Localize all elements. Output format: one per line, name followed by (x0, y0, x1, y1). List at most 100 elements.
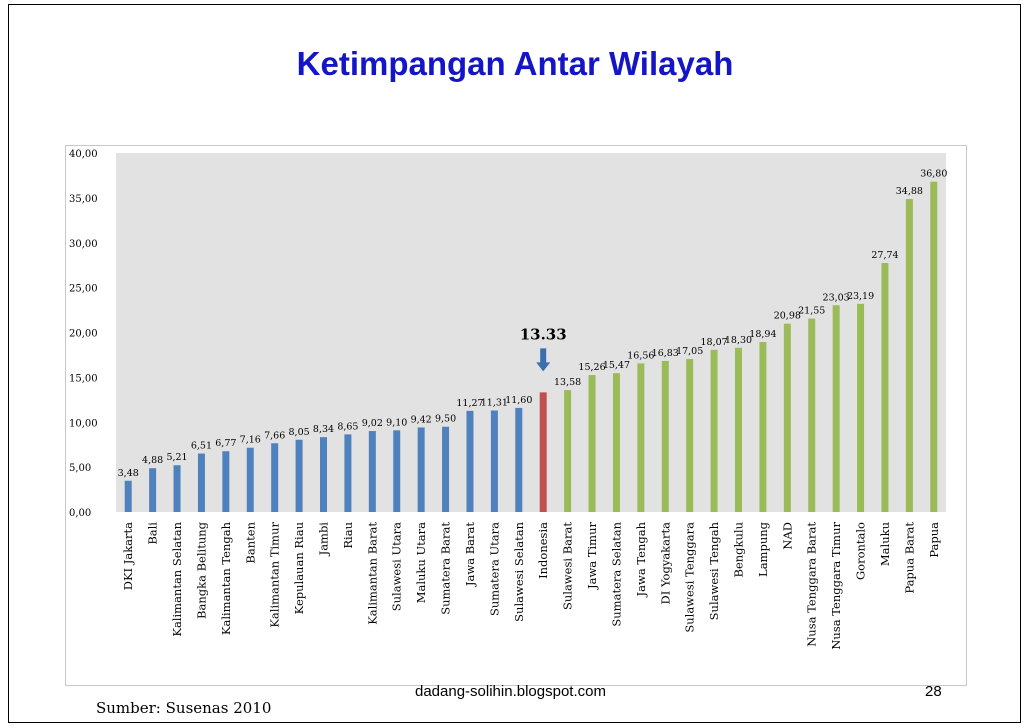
bar (320, 437, 327, 512)
x-tick-label: Bengkulu (732, 522, 746, 577)
bar (417, 427, 425, 512)
value-label: 9,50 (435, 414, 456, 425)
bar (271, 443, 279, 512)
value-label: 11,60 (505, 395, 532, 406)
x-tick-label: Nusa Tenggara Barat (805, 522, 819, 647)
y-tick-label: 40,00 (69, 149, 98, 160)
y-tick-label: 15,00 (69, 373, 98, 384)
x-tick-label: Indonesia (536, 522, 550, 579)
value-label: 9,42 (411, 414, 432, 425)
y-tick-label: 30,00 (69, 239, 98, 250)
value-label: 8,65 (337, 421, 358, 432)
x-tick-label: Kepulauan Riau (292, 522, 306, 614)
x-tick-label: Kalimantan Tengah (219, 521, 233, 635)
value-label: 4,88 (142, 455, 163, 466)
value-label: 3,48 (118, 468, 139, 479)
value-label: 7,16 (240, 435, 261, 446)
value-label: 21,55 (798, 306, 825, 317)
x-tick-label: Bangka Belitung (194, 521, 208, 619)
value-label: 9,10 (386, 417, 407, 428)
bar (735, 347, 742, 512)
bar (564, 390, 572, 512)
value-label: 11,31 (481, 397, 508, 408)
bar (783, 323, 791, 512)
x-tick-label: DI Yogyakarta (658, 522, 672, 605)
x-tick-label: Kalimantan Barat (365, 522, 379, 625)
slide-title: Ketimpangan Antar Wilayah (296, 45, 734, 82)
bar (905, 198, 913, 512)
x-tick-label: Banten (243, 521, 257, 563)
bar (173, 465, 181, 512)
value-label: 17,05 (676, 346, 703, 357)
y-tick-label: 20,00 (69, 329, 98, 340)
bar (197, 453, 205, 512)
bar (808, 318, 816, 512)
bar (710, 349, 718, 512)
source-note: Sumber: Susenas 2010 (96, 699, 272, 717)
x-tick-label: Jambi (317, 522, 331, 557)
bar (246, 447, 254, 512)
value-label: 27,74 (871, 250, 898, 261)
bar (832, 305, 840, 512)
bar (930, 181, 938, 512)
x-tick-label: Kalimantan Timur (268, 522, 282, 628)
value-label: 23,03 (823, 292, 850, 303)
x-tick-label: Jawa Barat (463, 522, 477, 587)
bar (490, 410, 498, 512)
x-tick-label: Sumatera Utara (487, 522, 501, 616)
value-label: 11,27 (456, 398, 483, 409)
y-tick-label: 35,00 (69, 194, 98, 205)
y-tick-label: 10,00 (69, 418, 98, 429)
value-label: 13,58 (554, 377, 581, 388)
bar (149, 468, 157, 512)
x-tick-label: Jawa Tengah (634, 521, 648, 597)
bar (466, 410, 474, 512)
x-tick-label: Sulawesi Tenggara (683, 522, 697, 633)
down-arrow-icon (536, 348, 551, 372)
x-tick-label: DKI Jakarta (121, 522, 135, 590)
x-tick-label: Riau (341, 522, 355, 549)
page-number: 28 (925, 683, 942, 700)
value-label: 23,19 (847, 291, 874, 302)
value-label: 15,47 (603, 360, 630, 371)
value-label: 8,05 (289, 427, 310, 438)
value-label: 5,21 (166, 452, 187, 463)
bar (515, 407, 523, 512)
value-label: 20,98 (774, 311, 801, 322)
x-tick-label: Papua (927, 522, 941, 558)
x-tick-label: Papua Barat (902, 522, 916, 594)
x-tick-label: Sumatera Barat (439, 522, 453, 615)
bar (393, 430, 401, 512)
value-label: 6,77 (215, 438, 236, 449)
value-label: 18,94 (749, 329, 776, 340)
bar (295, 439, 303, 512)
bar (222, 451, 230, 512)
y-tick-label: 0,00 (69, 508, 91, 519)
bar (442, 426, 450, 512)
bar (759, 342, 767, 512)
value-label: 15,26 (578, 362, 605, 373)
x-tick-label: Nusa Tenggara Timur (829, 522, 843, 650)
x-tick-label: Sulawesi Barat (561, 522, 575, 610)
value-label: 16,83 (652, 348, 679, 359)
value-label: 8,34 (313, 424, 334, 435)
bar (881, 263, 889, 512)
chart-area: 0,00 5,00 10,00 15,00 20,00 25,00 30,00 35,00 40… (65, 145, 967, 686)
footer-url: dadang-solihin.blogspot.com (415, 683, 606, 700)
value-label: 16,56 (627, 350, 654, 361)
bar-chart: 0,00 5,00 10,00 15,00 20,00 25,00 30,00 35,00 40… (69, 149, 947, 650)
value-label: 9,02 (362, 418, 383, 429)
plot-background (116, 153, 946, 512)
bar (588, 375, 596, 512)
slide-frame (8, 4, 1021, 723)
national-average-label: 13.33 (520, 325, 567, 343)
value-label: 6,51 (191, 441, 212, 452)
x-tick-label: Sulawesi Tengah (707, 521, 721, 620)
bar (661, 360, 669, 512)
x-tick-label: Kalimantan Selatan (170, 521, 184, 636)
value-label: 36,80 (920, 169, 947, 180)
value-label: 34,88 (896, 186, 923, 197)
x-tick-label: Sulawesi Selatan (512, 521, 526, 621)
y-tick-label: 5,00 (69, 463, 91, 474)
bar (612, 373, 620, 512)
